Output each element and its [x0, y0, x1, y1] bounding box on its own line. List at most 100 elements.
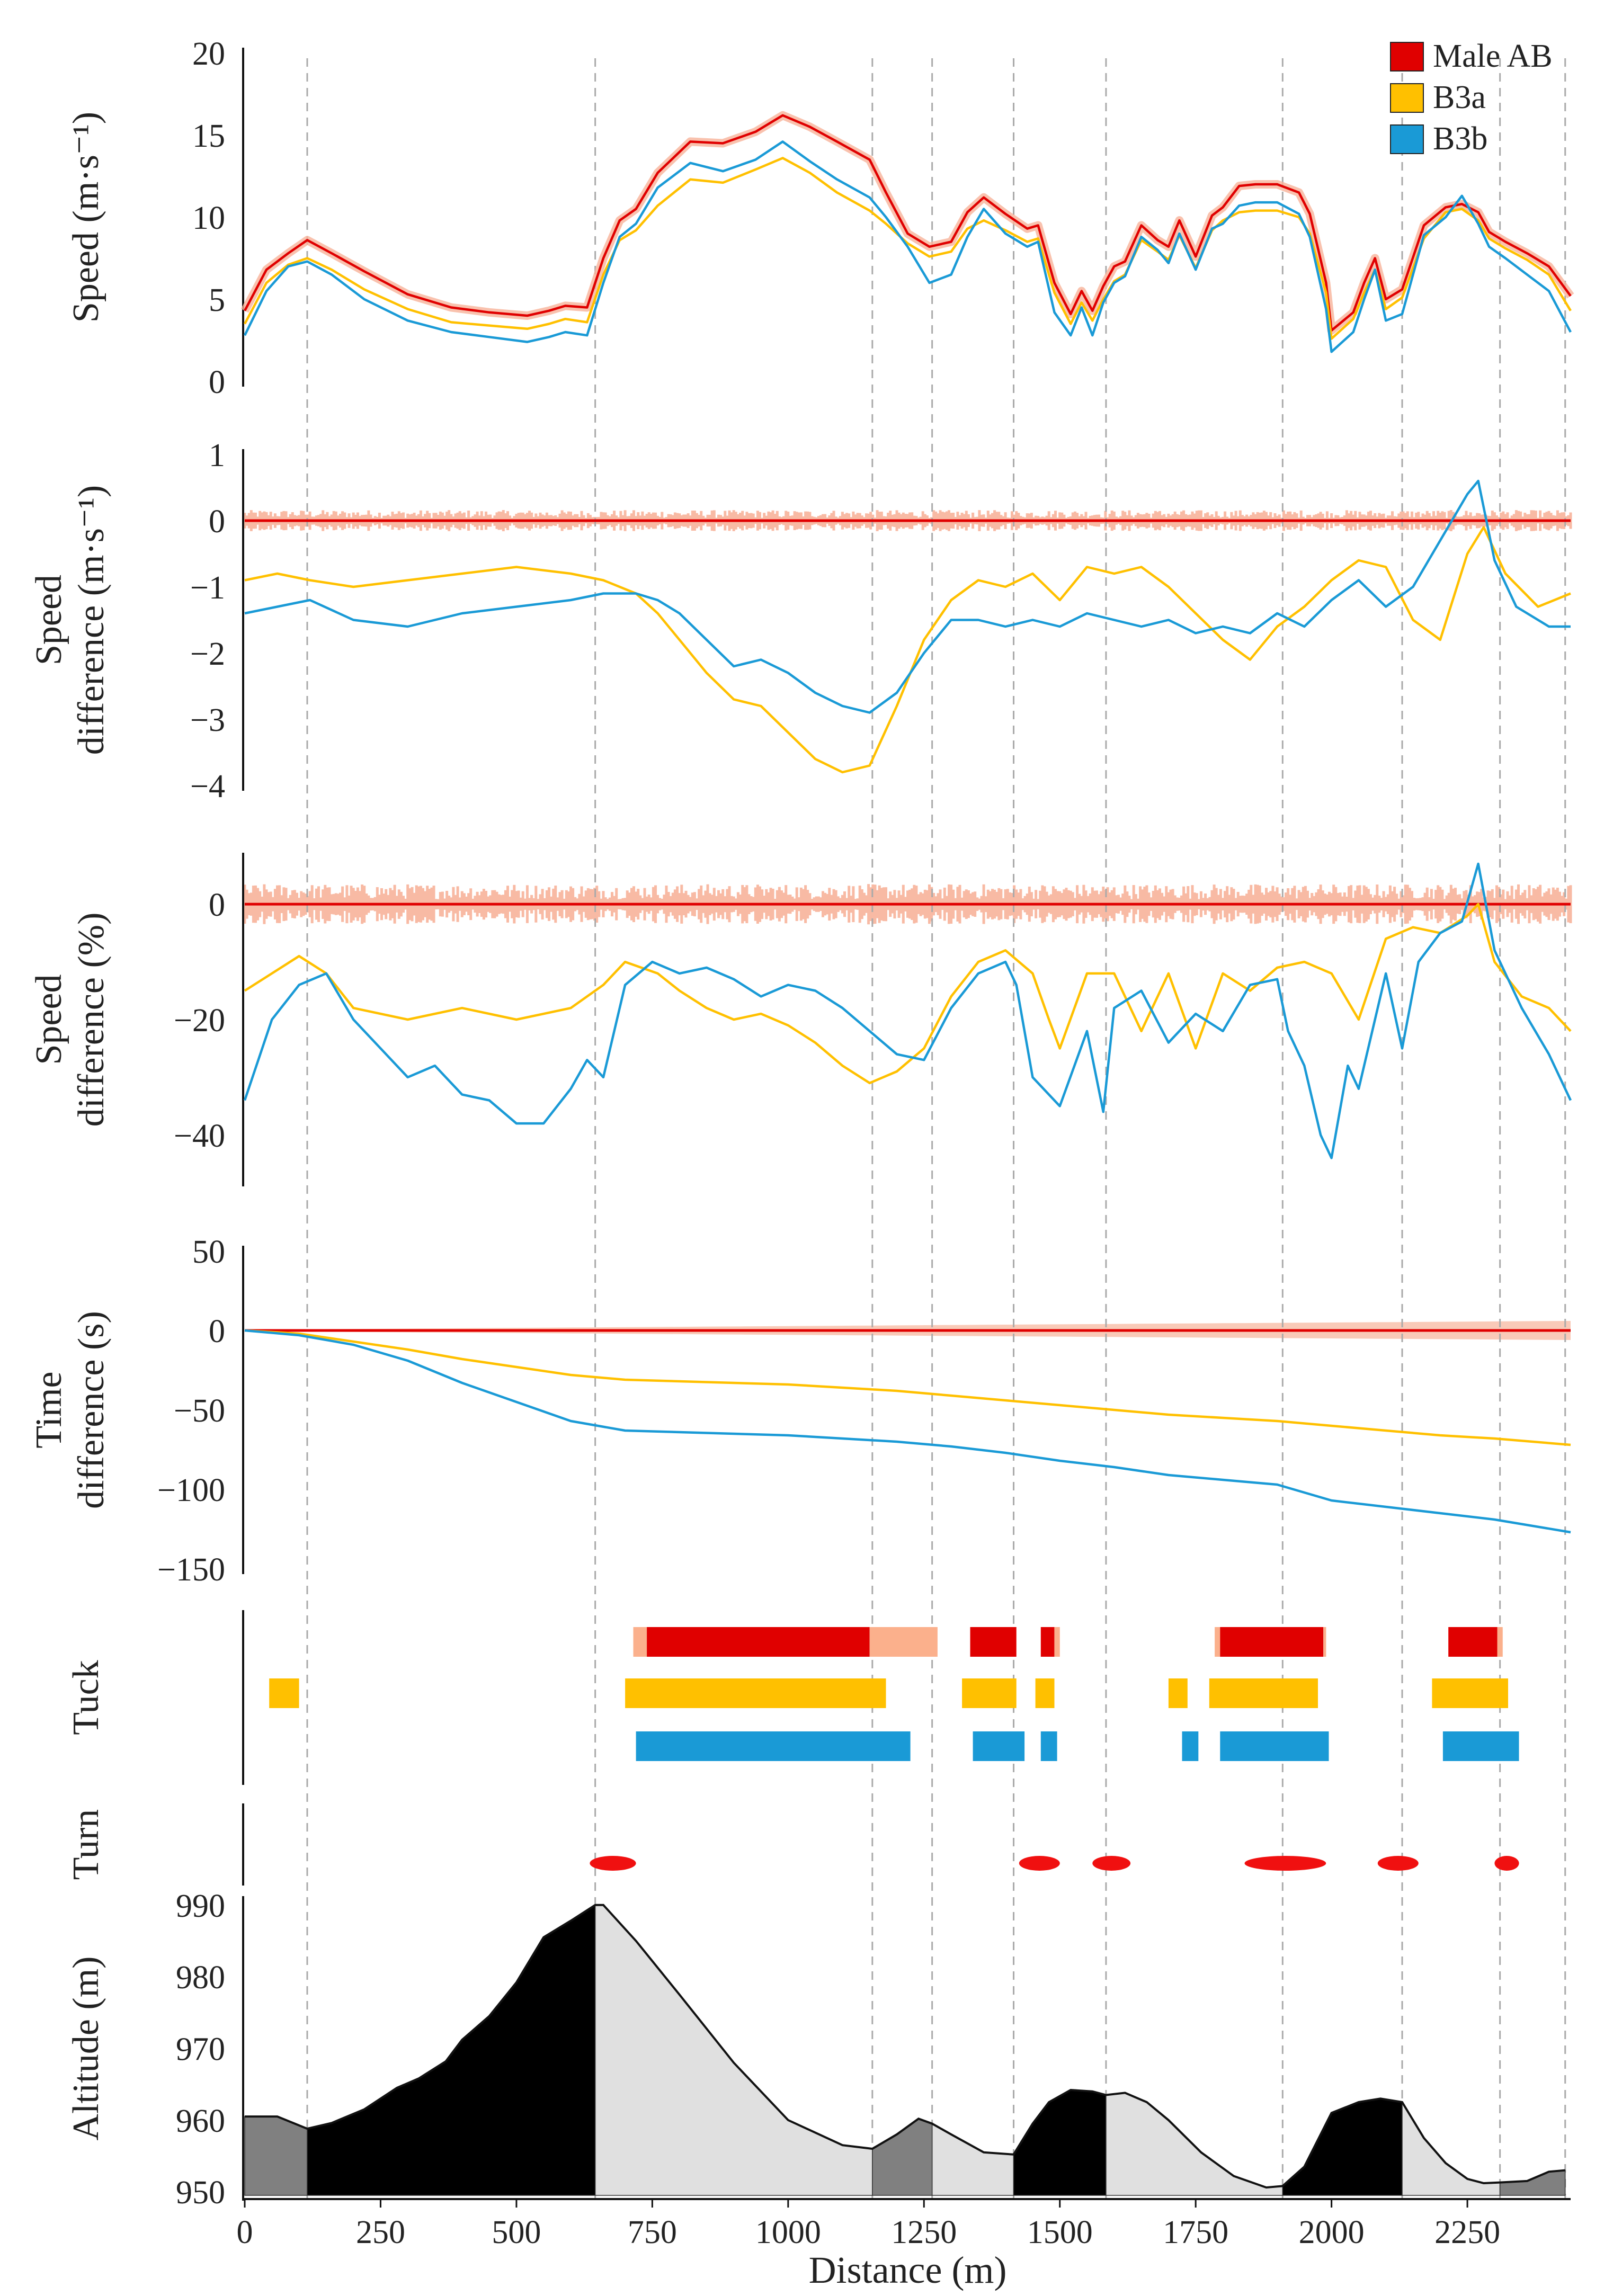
- altitude-section: [1106, 2092, 1284, 2196]
- altitude-section: [244, 2116, 308, 2196]
- legend-label: B3a: [1433, 79, 1486, 115]
- legend-label: Male AB: [1433, 38, 1553, 74]
- x-tick-label: 2000: [1299, 2214, 1365, 2250]
- series-line-b3a: [244, 526, 1571, 774]
- variability-band-speed: [240, 111, 1574, 335]
- noise-bands: [243, 510, 1572, 1340]
- y-tick-label: 950: [176, 2175, 225, 2211]
- y-axis-label-speed_diff: Speed: [29, 575, 69, 665]
- tuck-bar-b3a: [1168, 1678, 1188, 1708]
- altitude-section: [1402, 2101, 1501, 2196]
- tuck-bar-b3a: [1035, 1678, 1055, 1708]
- x-axis-label: Distance (m): [809, 2249, 1007, 2291]
- y-tick-label: 960: [176, 2103, 225, 2139]
- x-tick-label: 500: [492, 2214, 541, 2250]
- legend-swatch-male-ab: [1390, 42, 1424, 72]
- y-tick-label: −40: [174, 1118, 225, 1154]
- turn-marker: [1244, 1856, 1326, 1871]
- altitude-profile-line: [245, 1904, 1565, 2189]
- y-axis-label-speed_diff_pct: Speed: [29, 974, 69, 1065]
- y-tick-label: 5: [209, 282, 225, 318]
- turn-marker: [1494, 1856, 1519, 1871]
- y-tick-label: 0: [209, 1314, 225, 1350]
- tuck-bar-male-ab: [1497, 1627, 1503, 1657]
- y-tick-label: −4: [190, 769, 225, 805]
- tuck-bar-male-ab: [1323, 1627, 1326, 1657]
- tuck-bar-male-ab: [1448, 1627, 1498, 1657]
- y-axis-label-speed_diff_pct: difference (%): [71, 913, 112, 1127]
- series-line-male-ab: [244, 114, 1572, 332]
- tuck-bar-b3b: [1220, 1731, 1329, 1761]
- y-tick-label: 50: [192, 1234, 225, 1270]
- series-line-b3b: [243, 862, 1572, 1159]
- y-tick-label: 1: [209, 437, 225, 474]
- series-line-b3b: [244, 479, 1571, 714]
- altitude-section: [931, 2123, 1014, 2196]
- altitude-section: [1013, 2089, 1107, 2196]
- tuck-bar-male-ab: [1215, 1627, 1220, 1657]
- tuck-bar-b3b: [1040, 1731, 1057, 1761]
- x-tick-label: 1500: [1027, 2214, 1093, 2250]
- x-tick-label: 250: [356, 2214, 405, 2250]
- tuck-bar-b3a: [962, 1678, 1017, 1708]
- y-axis-label-speed: Speed (m·s⁻¹): [66, 112, 106, 323]
- tuck-bar-male-ab: [1040, 1627, 1055, 1657]
- y-tick-label: 20: [192, 36, 225, 72]
- y-tick-label: 0: [209, 364, 225, 400]
- tuck-bar-b3b: [636, 1731, 911, 1761]
- y-axis-label-tuck: Tuck: [66, 1660, 106, 1735]
- legend-swatch-b3a: [1390, 83, 1424, 113]
- turn-marker: [1019, 1856, 1060, 1871]
- y-tick-label: 15: [192, 118, 225, 154]
- x-tick-label: 750: [628, 2214, 677, 2250]
- series-line-b3b: [243, 140, 1572, 353]
- legend-swatch-b3b: [1390, 124, 1424, 154]
- y-axis-label-time_diff: Time: [29, 1371, 69, 1448]
- y-tick-label: 990: [176, 1888, 225, 1924]
- tuck-bar-b3a: [1209, 1678, 1318, 1708]
- y-tick-label: −3: [190, 702, 225, 738]
- y-tick-label: −150: [157, 1552, 225, 1588]
- turn-marker: [590, 1856, 636, 1871]
- tuck-bar-b3a: [1432, 1678, 1508, 1708]
- y-tick-label: −2: [190, 636, 225, 672]
- series-line-b3a: [244, 1329, 1571, 1446]
- y-tick-label: −20: [174, 1003, 225, 1039]
- panel-altitude: Altitude (m) 950 960 970 980 990: [66, 1888, 1566, 2211]
- legend-label: B3b: [1433, 121, 1487, 157]
- panel-time_diff: Time difference (s) −150 −100 −50 0 50: [29, 1234, 1571, 1588]
- y-tick-label: −1: [190, 570, 225, 606]
- tuck-bar-b3b: [973, 1731, 1025, 1761]
- altitude-section: [307, 1904, 596, 2196]
- y-tick-label: 970: [176, 2032, 225, 2068]
- panel-turn: Turn: [66, 1803, 1519, 1886]
- tuck-bar-b3a: [269, 1678, 299, 1708]
- x-tick-label: 0: [237, 2214, 253, 2250]
- tuck-bar-male-ab: [970, 1627, 1017, 1657]
- tuck-bar-male-ab: [647, 1627, 870, 1657]
- panel-speed: Speed (m·s⁻¹) 0 5 10 15 20: [66, 36, 1574, 400]
- x-tick-label: 2250: [1434, 2214, 1500, 2250]
- series-line-b3a: [244, 903, 1572, 1085]
- tuck-bar-b3b: [1182, 1731, 1199, 1761]
- x-tick-label: 1250: [891, 2214, 957, 2250]
- y-axis-label-altitude: Altitude (m): [66, 1956, 106, 2141]
- altitude-section: [1282, 2098, 1403, 2196]
- tuck-bar-b3b: [1442, 1731, 1519, 1761]
- x-tick-label: 1750: [1163, 2214, 1228, 2250]
- panel-speed_diff_pct: Speed difference (%) −40 −20 0: [29, 853, 1572, 1186]
- series-line-b3b: [244, 1329, 1571, 1534]
- y-tick-label: 0: [209, 504, 225, 540]
- y-tick-label: 980: [176, 1960, 225, 1996]
- tuck-bar-male-ab: [869, 1627, 938, 1657]
- y-tick-label: 0: [209, 887, 225, 923]
- y-tick-label: −100: [157, 1472, 225, 1508]
- altitude-section: [594, 1905, 873, 2196]
- tuck-bar-b3a: [625, 1678, 886, 1708]
- tuck-bar-male-ab: [1220, 1627, 1324, 1657]
- y-axis-label-speed_diff: difference (m·s⁻¹): [71, 485, 112, 755]
- turn-marker: [1092, 1856, 1131, 1871]
- y-tick-label: −50: [174, 1393, 225, 1429]
